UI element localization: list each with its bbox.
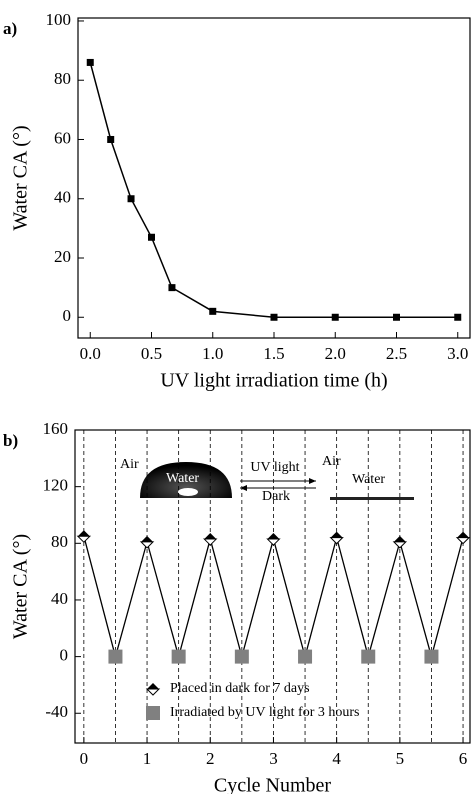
x-tick-label: 5 [396,749,405,768]
marker [455,537,471,545]
marker [148,233,155,241]
marker [424,649,439,664]
x-tick-label: 1.5 [263,344,284,363]
legend-marker [146,706,160,720]
y-tick-label: 60 [54,128,71,147]
y-tick-label: 40 [51,589,68,608]
marker [108,649,123,664]
legend-marker [147,683,159,689]
annotation: Water [352,472,385,487]
x-tick-label: 0 [80,749,89,768]
x-tick-label: 1.0 [202,344,223,363]
y-tick-label: -40 [45,702,68,721]
legend-marker [145,688,161,696]
annotation: Water [166,471,199,486]
y-axis-title: Water CA (°) [10,534,32,639]
x-tick-label: 0.0 [80,344,101,363]
marker [168,284,176,292]
y-tick-label: 20 [54,247,71,266]
y-tick-label: 100 [46,10,72,29]
marker [331,313,339,321]
marker [267,533,280,540]
y-tick-label: 80 [51,532,68,551]
arrow-head [309,478,316,484]
plot-frame [74,429,471,744]
marker [203,538,218,546]
line [89,62,458,319]
x-tick-label: 2.5 [386,344,407,363]
marker [329,537,344,545]
marker [209,307,217,315]
marker [393,313,400,321]
inset [140,462,414,500]
legend-label: Placed in dark for 7 days [170,681,310,696]
x-tick-label: 2.0 [325,344,346,363]
annotation: Air [120,457,139,472]
marker [393,535,406,542]
marker [141,535,154,542]
marker [457,531,470,538]
marker [298,649,313,664]
droplet-highlight [178,488,198,496]
marker [86,58,94,66]
marker [139,541,155,549]
marker [392,541,408,549]
droplet [140,462,232,498]
y-axis-title: Water CA (°) [10,125,32,230]
y-tick-label: 0 [60,646,69,665]
marker [127,195,135,203]
annotation: UV light [250,460,299,475]
annotation: Dark [262,489,290,504]
marker [361,649,376,664]
water-film [330,497,414,500]
x-tick-label: 1 [143,749,152,768]
x-tick-label: 6 [459,749,468,768]
annotation: Air [322,454,341,469]
marker [76,535,92,543]
x-tick-label: 3 [269,749,278,768]
x-tick-label: 3.0 [447,344,468,363]
marker [330,531,343,538]
marker [77,530,90,537]
x-tick-label: 4 [332,749,341,768]
marker [107,135,115,143]
y-tick-label: 120 [43,476,69,495]
y-tick-label: 160 [43,419,69,438]
plot-frame [77,17,471,339]
panel-label: b) [3,431,18,450]
line [83,535,464,660]
x-axis-title: Cycle Number [214,775,332,794]
y-tick-label: 0 [63,306,72,325]
marker [234,649,249,664]
x-tick-label: 0.5 [141,344,162,363]
marker [204,533,217,540]
legend-label: Irradiated by UV light for 3 hours [170,705,359,720]
y-tick-label: 40 [54,188,71,207]
x-tick-label: 2 [206,749,215,768]
marker [270,313,278,321]
marker [171,649,186,664]
arrow-head [240,485,247,491]
y-tick-label: 80 [54,69,71,88]
x-axis-title: UV light irradiation time (h) [160,370,387,392]
marker [454,313,462,321]
marker [266,538,281,546]
panel-label: a) [3,19,17,38]
